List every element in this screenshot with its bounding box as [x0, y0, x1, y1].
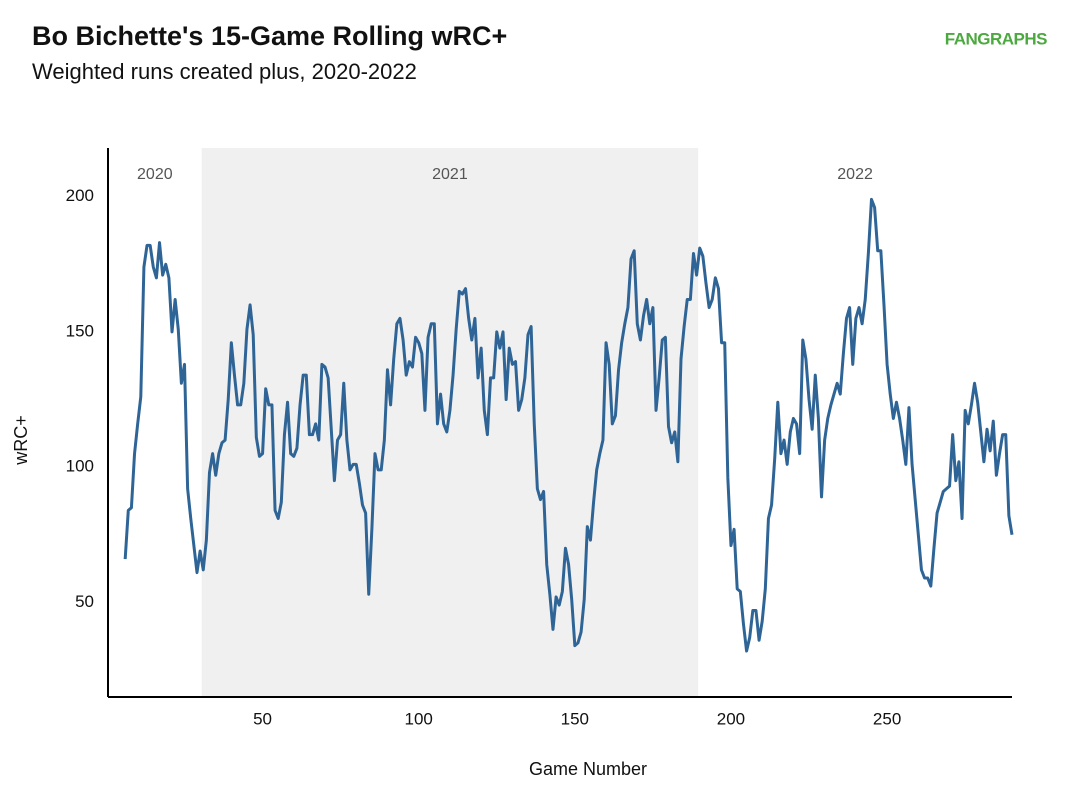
x-tick-label: 100 — [405, 709, 433, 728]
line-series — [123, 197, 1014, 653]
y-tick-label: 50 — [75, 592, 94, 611]
season-label: 2020 — [137, 166, 173, 183]
x-axis-label: Game Number — [529, 759, 647, 779]
x-tick-label: 150 — [561, 709, 589, 728]
y-axis-label: wRC+ — [11, 415, 31, 466]
logo: FANGRAPHS — [945, 29, 1047, 48]
season-band — [201, 148, 699, 697]
y-tick-label: 150 — [66, 321, 94, 340]
x-tick-label: 250 — [873, 709, 901, 728]
plot-area: 2020 2021 2022 50 100 150 200 50 100 150 200 250 — [66, 148, 1014, 728]
x-tick-label: 50 — [253, 709, 272, 728]
y-tick-label: 200 — [66, 186, 94, 205]
chart-subtitle: Weighted runs created plus, 2020-2022 — [32, 59, 417, 84]
chart-title: Bo Bichette's 15-Game Rolling wRC+ — [32, 21, 507, 51]
season-label: 2022 — [837, 166, 873, 183]
y-tick-label: 100 — [66, 457, 94, 476]
season-label: 2021 — [432, 166, 468, 183]
x-tick-label: 200 — [717, 709, 745, 728]
